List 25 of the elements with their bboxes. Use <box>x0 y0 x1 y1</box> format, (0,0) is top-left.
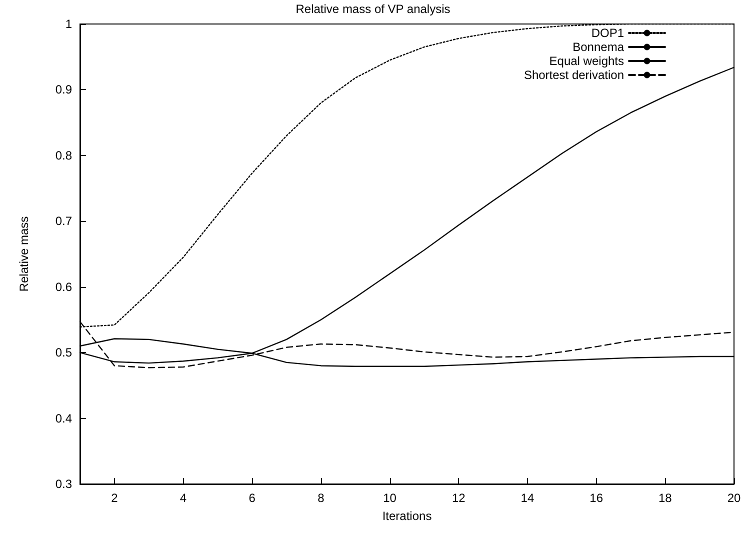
x-tick-label: 18 <box>658 491 672 505</box>
x-tick-label: 10 <box>383 491 397 505</box>
legend-label: Bonnema <box>572 40 624 54</box>
y-tick-label: 0.4 <box>55 411 72 426</box>
chart-title: Relative mass of VP analysis <box>296 2 450 16</box>
x-tick-label: 8 <box>318 491 325 505</box>
legend-label: Shortest derivation <box>524 68 624 82</box>
y-tick-label: 0.3 <box>55 477 72 491</box>
legend-label: DOP1 <box>591 26 624 40</box>
x-tick-label: 6 <box>248 491 256 505</box>
y-tick-label: 0.5 <box>55 346 72 360</box>
y-tick-label: 1 <box>65 17 72 31</box>
y-tick-label: 0.7 <box>55 214 72 228</box>
x-tick-label: 2 <box>111 491 118 505</box>
x-tick-label: 16 <box>590 491 604 505</box>
x-tick-label: 12 <box>452 491 466 505</box>
y-tick-label: 0.8 <box>55 148 72 162</box>
legend-label: Equal weights <box>549 54 624 68</box>
x-tick-label: 14 <box>520 491 534 505</box>
y-axis-title: Relative mass <box>17 216 31 292</box>
x-axis-title: Iterations <box>382 509 432 523</box>
y-tick-label: 0.9 <box>55 82 72 97</box>
x-tick-label: 4 <box>180 491 187 505</box>
x-tick-label: 20 <box>727 491 741 505</box>
y-tick-label: 0.6 <box>55 280 72 294</box>
